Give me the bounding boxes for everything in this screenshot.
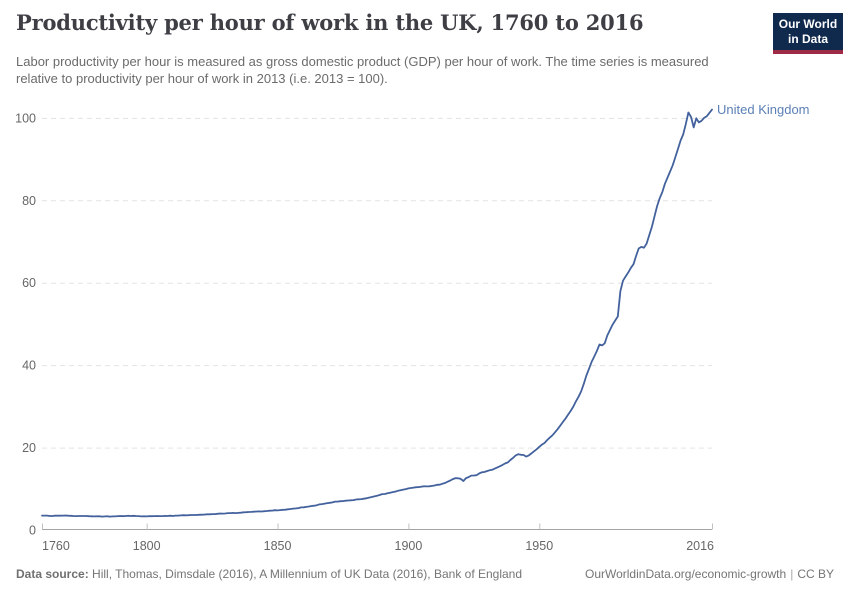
series-label-united-kingdom[interactable]: United Kingdom [717,101,810,117]
x-tick-label: 1900 [395,539,423,553]
y-tick-label: 0 [29,524,36,538]
data-source: Data source: Hill, Thomas, Dimsdale (201… [16,567,522,581]
owid-logo-line1: Our World [778,17,838,31]
owid-logo[interactable]: Our World in Data [773,13,843,54]
y-tick-label: 40 [22,359,36,373]
chart-footer: Data source: Hill, Thomas, Dimsdale (201… [16,567,834,581]
y-tick-label: 100 [15,111,36,125]
y-tick-label: 60 [22,276,36,290]
x-tick-label: 1850 [264,539,292,553]
data-source-text: Hill, Thomas, Dimsdale (2016), A Millenn… [92,567,523,581]
uk-series-line[interactable] [41,108,713,518]
footer-separator: | [790,567,794,581]
y-tick-label: 20 [22,441,36,455]
footer-url[interactable]: OurWorldinData.org/economic-growth [584,567,787,581]
y-tick-label: 80 [22,194,36,208]
x-tick-label: 1950 [525,539,553,553]
x-tick-label: 2016 [686,539,714,553]
footer-license[interactable]: CC BY [797,567,834,581]
x-tick-label: 1800 [133,539,161,553]
data-source-label: Data source: [16,567,89,581]
x-tick-label: 1760 [42,539,70,553]
owid-logo-line2: in Data [787,32,828,46]
page-title: Productivity per hour of work in the UK,… [16,10,644,35]
chart-subtitle: Labor productivity per hour is measured … [16,54,709,86]
